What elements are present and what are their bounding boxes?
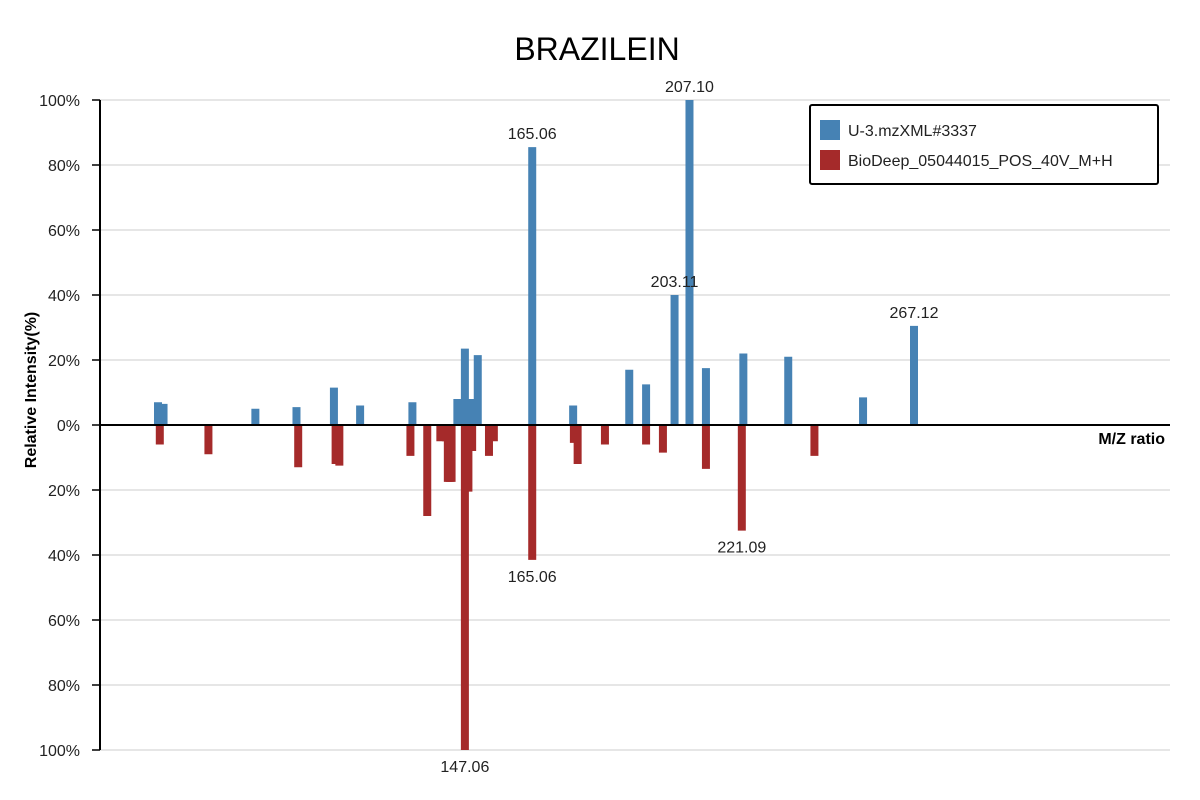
legend-label-series-1: U-3.mzXML#3337 bbox=[848, 123, 977, 140]
y-tick-label: 0% bbox=[57, 418, 80, 435]
reference-peak-label: 165.06 bbox=[508, 569, 557, 586]
query-peak-bar bbox=[701, 368, 710, 425]
query-peak-label: 165.06 bbox=[508, 126, 557, 143]
query-peak-bar bbox=[859, 397, 868, 425]
query-peak-bar bbox=[468, 399, 477, 425]
reference-peak-bar bbox=[701, 425, 710, 469]
query-peak-label: 203.11 bbox=[651, 274, 699, 291]
reference-peak-bar bbox=[204, 425, 213, 455]
query-peak-bar bbox=[528, 147, 537, 425]
reference-peak-bar bbox=[443, 425, 452, 482]
peak-labels: 165.06 203.11 207.10 267.12 147.06 165.06 221.… bbox=[440, 79, 938, 776]
query-peak-bar bbox=[739, 353, 748, 425]
reference-peak-bar bbox=[737, 425, 746, 531]
reference-peak-bar bbox=[436, 425, 445, 442]
reference-peak-bar bbox=[810, 425, 819, 456]
y-tick-label: 40% bbox=[48, 288, 80, 305]
query-peak-bar bbox=[642, 384, 651, 425]
reference-peak-bar bbox=[464, 425, 473, 492]
reference-peak-bar bbox=[573, 425, 582, 464]
legend-box bbox=[809, 104, 1159, 185]
reference-peak-bar bbox=[406, 425, 415, 456]
query-peak-bar bbox=[625, 369, 634, 425]
reference-peak-bar bbox=[600, 425, 609, 445]
query-peak-label: 267.12 bbox=[890, 305, 939, 322]
y-tick-label: 40% bbox=[48, 548, 80, 565]
legend-swatch-series-2 bbox=[820, 150, 840, 170]
y-tick-label: 100% bbox=[39, 743, 80, 760]
y-tick-label: 20% bbox=[48, 353, 80, 370]
x-axis-label: M/Z ratio bbox=[1098, 431, 1165, 448]
query-peak-label: 207.10 bbox=[665, 79, 714, 96]
axes: 100% 80% 60% 40% 20% 0% 20% 40% 60% 80% 100% bbox=[39, 93, 1170, 760]
reference-peak-bar bbox=[658, 425, 667, 453]
query-peak-bar bbox=[473, 355, 482, 425]
query-peak-bar bbox=[685, 100, 694, 425]
reference-peak-bar bbox=[489, 425, 498, 442]
query-peak-bar bbox=[910, 325, 918, 425]
query-peak-bar bbox=[784, 356, 793, 425]
query-peak-bar bbox=[251, 408, 260, 425]
y-tick-label: 100% bbox=[39, 93, 80, 110]
query-peak-bar bbox=[453, 399, 462, 425]
legend: U-3.mzXML#3337 BioDeep_05044015_POS_40V_… bbox=[809, 104, 1159, 185]
y-tick-label: 20% bbox=[48, 483, 80, 500]
reference-peak-label: 147.06 bbox=[440, 759, 489, 776]
query-peak-bar bbox=[670, 295, 679, 425]
y-tick-label: 60% bbox=[48, 223, 80, 240]
legend-label-series-2: BioDeep_05044015_POS_40V_M+H bbox=[848, 153, 1113, 170]
y-axis-label: Relative Intensity(%) bbox=[23, 312, 40, 468]
query-peak-bar bbox=[460, 348, 469, 425]
bars bbox=[154, 100, 918, 750]
y-tick-label: 80% bbox=[48, 678, 80, 695]
reference-peak-bar bbox=[642, 425, 651, 445]
reference-peak-label: 221.09 bbox=[717, 540, 766, 557]
y-tick-label: 80% bbox=[48, 158, 80, 175]
reference-peak-bar bbox=[460, 425, 469, 750]
reference-peak-bar bbox=[423, 425, 432, 516]
reference-peak-bar bbox=[484, 425, 493, 456]
query-peak-bar bbox=[408, 402, 417, 425]
y-tick-label: 60% bbox=[48, 613, 80, 630]
reference-peak-bar bbox=[528, 425, 537, 560]
query-peak-bar bbox=[154, 402, 162, 425]
grid-lines bbox=[100, 99, 1170, 751]
reference-peak-bar bbox=[294, 425, 303, 468]
chart-title: BRAZILEIN bbox=[514, 31, 679, 67]
query-peak-bar bbox=[569, 405, 578, 425]
query-peak-bar bbox=[159, 403, 168, 425]
query-peak-bar bbox=[292, 407, 301, 425]
legend-swatch-series-1 bbox=[820, 120, 840, 140]
reference-peak-bar bbox=[155, 425, 164, 445]
query-peak-bar bbox=[356, 405, 365, 425]
query-peak-bar bbox=[329, 387, 338, 425]
reference-peak-bar bbox=[335, 425, 344, 466]
